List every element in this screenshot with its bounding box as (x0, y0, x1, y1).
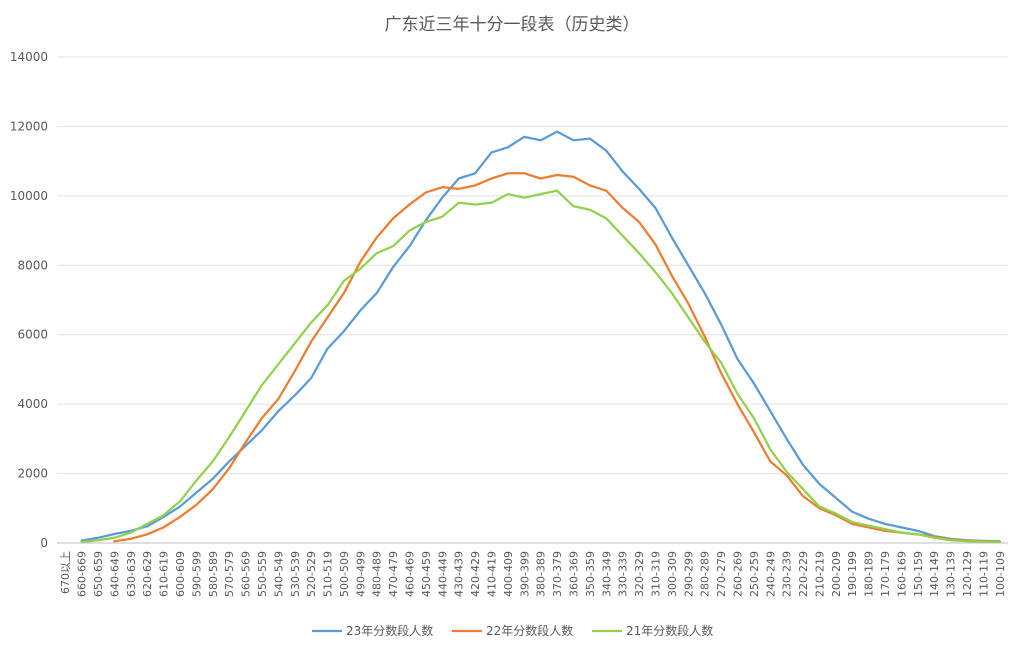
x-tick-label: 540-549 (272, 551, 285, 597)
series-lines (80, 130, 1001, 544)
x-tick-label: 610-619 (158, 551, 171, 597)
y-tick-label: 10000 (10, 189, 48, 203)
x-tick-label: 260-269 (731, 551, 744, 597)
x-tick-label: 340-349 (600, 551, 613, 597)
legend-label: 22年分数段人数 (486, 623, 573, 638)
x-tick-label: 100-109 (994, 551, 1007, 597)
x-tick-label: 560-569 (240, 551, 253, 597)
y-tick-label: 2000 (17, 467, 48, 481)
x-tick-label: 230-239 (781, 551, 794, 597)
x-tick-label: 510-519 (322, 551, 335, 597)
legend-label: 21年分数段人数 (626, 623, 713, 638)
x-tick-label: 180-189 (863, 551, 876, 597)
y-tick-label: 4000 (17, 397, 48, 411)
x-tick-label: 370-379 (551, 551, 564, 597)
x-tick-label: 350-359 (584, 551, 597, 597)
gridlines (57, 56, 1008, 544)
y-tick-label: 14000 (10, 50, 48, 64)
x-tick-label: 620-629 (141, 551, 154, 597)
y-tick-label: 0 (40, 536, 48, 550)
x-tick-label: 630-639 (125, 551, 138, 597)
chart-title: 广东近三年十分一段表（历史类） (385, 15, 640, 35)
x-tick-label: 670以上 (59, 551, 72, 594)
x-tick-label: 110-119 (977, 551, 990, 597)
x-tick-label: 440-449 (436, 551, 449, 597)
y-tick-label: 8000 (17, 258, 48, 272)
x-tick-label: 120-129 (961, 551, 974, 597)
x-tick-label: 640-649 (108, 551, 121, 597)
x-tick-label: 400-409 (502, 551, 515, 597)
x-tick-label: 430-439 (453, 551, 466, 597)
series-3 (80, 189, 1001, 544)
x-tick-label: 300-309 (666, 551, 679, 597)
x-tick-label: 130-139 (945, 551, 958, 597)
x-tick-label: 150-159 (912, 551, 925, 597)
x-tick-label: 190-199 (846, 551, 859, 597)
x-tick-label: 160-169 (895, 551, 908, 597)
x-tick-label: 390-399 (518, 551, 531, 597)
x-tick-label: 360-369 (567, 551, 580, 597)
y-tick-label: 6000 (17, 328, 48, 342)
x-tick-label: 270-279 (715, 551, 728, 597)
y-tick-label: 12000 (10, 119, 48, 133)
x-axis-ticks: 670以上 660-669 650-659 640-649 630-639 620-629… (59, 551, 1007, 597)
x-tick-label: 330-339 (617, 551, 630, 597)
x-tick-label: 320-329 (633, 551, 646, 597)
x-tick-label: 140-149 (928, 551, 941, 597)
x-tick-label: 660-669 (76, 551, 89, 597)
legend-item: 23年分数段人数 (312, 623, 433, 638)
x-tick-label: 530-539 (289, 551, 302, 597)
x-tick-label: 500-509 (338, 551, 351, 597)
x-tick-label: 480-489 (371, 551, 384, 597)
x-tick-label: 290-299 (682, 551, 695, 597)
x-tick-label: 310-319 (649, 551, 662, 597)
x-tick-label: 170-179 (879, 551, 892, 597)
x-tick-label: 550-559 (256, 551, 269, 597)
x-tick-label: 280-289 (699, 551, 712, 597)
x-tick-label: 450-459 (420, 551, 433, 597)
legend-item: 21年分数段人数 (592, 623, 713, 638)
x-tick-label: 570-579 (223, 551, 236, 597)
x-tick-label: 200-209 (830, 551, 843, 597)
x-tick-label: 470-479 (387, 551, 400, 597)
x-tick-label: 460-469 (404, 551, 417, 597)
x-tick-label: 250-259 (748, 551, 761, 597)
x-tick-label: 210-219 (813, 551, 826, 597)
x-tick-label: 380-389 (535, 551, 548, 597)
x-tick-label: 520-529 (305, 551, 318, 597)
x-tick-label: 220-229 (797, 551, 810, 597)
x-tick-label: 580-589 (207, 551, 220, 597)
x-tick-label: 650-659 (92, 551, 105, 597)
x-tick-label: 420-429 (469, 551, 482, 597)
x-tick-label: 600-609 (174, 551, 187, 597)
y-axis-ticks: 0 2000 4000 6000 8000 10000 12000 14000 (10, 50, 48, 550)
legend-item: 22年分数段人数 (452, 623, 573, 638)
series-line (80, 189, 1001, 544)
legend-label: 23年分数段人数 (346, 623, 433, 638)
x-tick-label: 590-599 (190, 551, 203, 597)
legend: 23年分数段人数 22年分数段人数 21年分数段人数 (312, 623, 713, 638)
x-tick-label: 410-419 (486, 551, 499, 597)
series-2 (113, 172, 1001, 543)
x-tick-label: 490-499 (354, 551, 367, 597)
series-line (113, 172, 1001, 543)
x-tick-label: 240-249 (764, 551, 777, 597)
